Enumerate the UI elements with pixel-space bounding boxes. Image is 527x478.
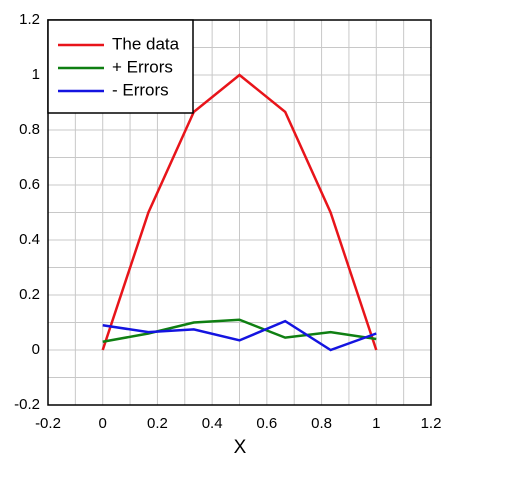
y-tick-label: 0.2 bbox=[19, 286, 40, 303]
legend: The data + Errors - Errors bbox=[47, 19, 194, 114]
x-tick-label: 0 bbox=[99, 415, 107, 432]
legend-label: - Errors bbox=[112, 80, 169, 99]
x-tick-label: 0.2 bbox=[147, 415, 168, 432]
legend-label: + Errors bbox=[112, 57, 173, 76]
data-line bbox=[102, 319, 377, 352]
x-tick-label: 0.8 bbox=[311, 415, 332, 432]
y-tick-label: 0.8 bbox=[19, 121, 40, 138]
data-line bbox=[102, 318, 377, 343]
x-tick-label: 0.4 bbox=[202, 415, 223, 432]
y-tick-label: -0.2 bbox=[14, 396, 40, 413]
y-tick-label: 0.4 bbox=[19, 231, 40, 248]
y-tick-label: 0 bbox=[32, 341, 40, 358]
plot-frame bbox=[47, 19, 432, 406]
legend-box bbox=[47, 19, 194, 114]
y-tick-label: 1.2 bbox=[19, 11, 40, 28]
data-line bbox=[101, 73, 378, 351]
y-tick-label: 1 bbox=[32, 66, 40, 83]
x-tick-label: 0.6 bbox=[256, 415, 277, 432]
x-tick-label: 1.2 bbox=[421, 415, 442, 432]
x-tick-label: 1 bbox=[372, 415, 380, 432]
x-axis-label: X bbox=[234, 437, 247, 458]
y-tick-label: 0.6 bbox=[19, 176, 40, 193]
x-tick-label: -0.2 bbox=[35, 415, 61, 432]
legend-label: The data bbox=[112, 34, 180, 53]
